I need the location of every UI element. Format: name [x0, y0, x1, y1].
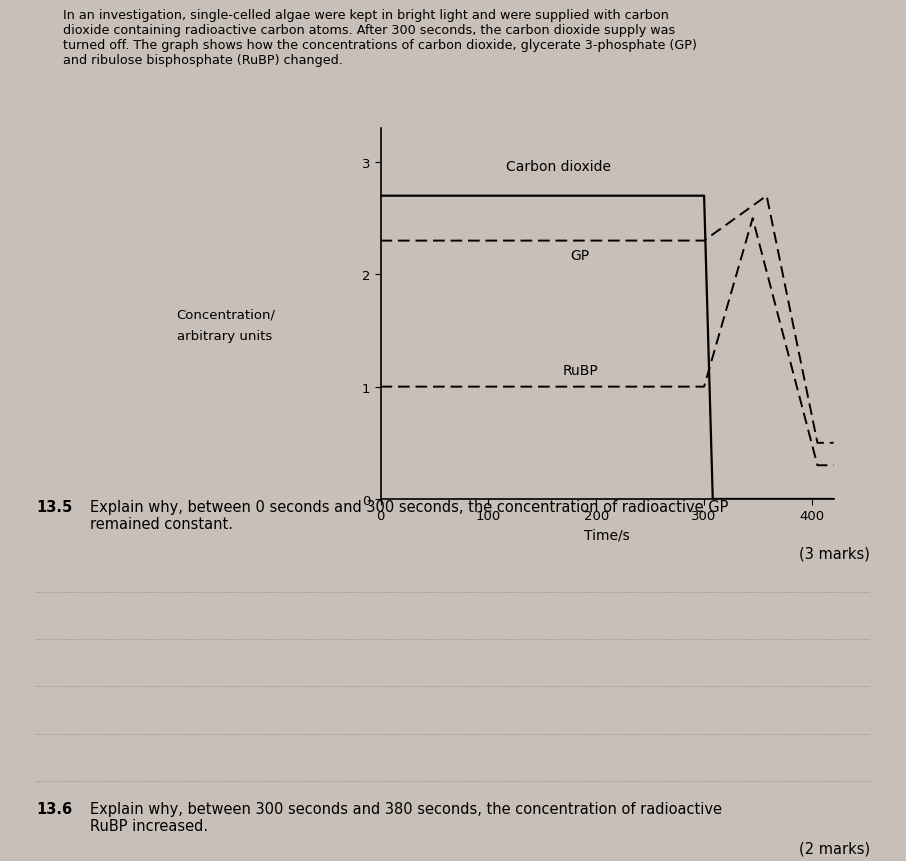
- Text: Carbon dioxide: Carbon dioxide: [506, 160, 611, 174]
- Text: Explain why, between 0 seconds and 300 seconds, the concentration of radioactive: Explain why, between 0 seconds and 300 s…: [91, 499, 728, 532]
- Text: Concentration/: Concentration/: [177, 307, 275, 321]
- Text: GP: GP: [571, 249, 590, 263]
- Text: 13.5: 13.5: [36, 499, 72, 514]
- Text: Explain why, between 300 seconds and 380 seconds, the concentration of radioacti: Explain why, between 300 seconds and 380…: [91, 801, 722, 833]
- Text: arbitrary units: arbitrary units: [177, 329, 272, 343]
- Text: RuBP: RuBP: [563, 363, 598, 377]
- Text: (3 marks): (3 marks): [799, 546, 870, 561]
- X-axis label: Time/s: Time/s: [584, 529, 630, 542]
- Text: In an investigation, single-celled algae were kept in bright light and were supp: In an investigation, single-celled algae…: [63, 9, 698, 66]
- Text: 13.6: 13.6: [36, 801, 72, 815]
- Text: (2 marks): (2 marks): [798, 840, 870, 856]
